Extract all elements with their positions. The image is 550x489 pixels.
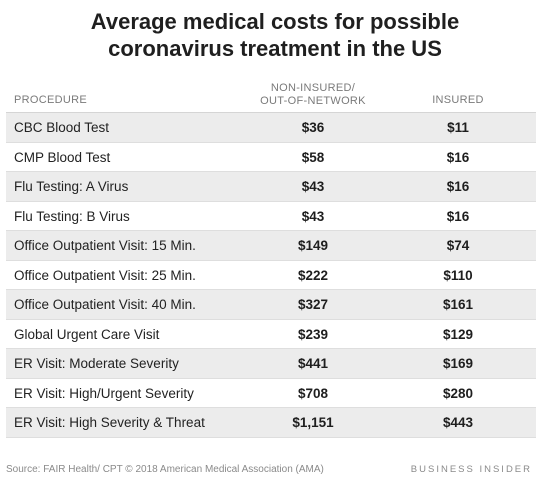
- non-insured-cost-cell: $36: [301, 120, 325, 135]
- insured-cost-cell: $110: [443, 267, 473, 283]
- table-row: Office Outpatient Visit: 40 Min. $327 $161: [6, 290, 536, 320]
- procedure-cell: Flu Testing: B Virus: [14, 208, 130, 224]
- non-insured-cost-cell: $43: [301, 179, 325, 194]
- non-insured-cost-cell: $58: [301, 149, 325, 165]
- header-procedure: PROCEDURE: [14, 94, 87, 106]
- header-non-insured-line-1: NON-INSURED/: [270, 82, 356, 94]
- table-row: CMP Blood Test $58 $16: [6, 143, 536, 172]
- procedure-cell: Office Outpatient Visit: 15 Min.: [14, 238, 196, 253]
- table-row: Flu Testing: B Virus $43 $16: [6, 202, 536, 231]
- non-insured-cost-cell: $149: [297, 238, 329, 253]
- non-insured-cost-cell: $1,151: [292, 415, 334, 430]
- header-insured: INSURED: [432, 94, 484, 106]
- insured-cost-cell: $161: [442, 297, 474, 312]
- insured-cost-cell: $280: [442, 385, 474, 401]
- title-line-1: Average medical costs for possible: [90, 9, 460, 34]
- procedure-cell: CBC Blood Test: [14, 120, 110, 135]
- footer: Source: FAIR Health/ CPT © 2018 American…: [6, 462, 536, 478]
- title-line-2: coronavirus treatment in the US: [108, 36, 442, 61]
- source-note: Source: FAIR Health/ CPT © 2018 American…: [6, 464, 324, 475]
- insured-cost-cell: $129: [442, 326, 474, 342]
- insured-cost-cell: $11: [447, 120, 469, 135]
- non-insured-cost-cell: $43: [301, 208, 325, 224]
- table-row: CBC Blood Test $36 $11: [6, 113, 536, 143]
- insured-cost-cell: $16: [446, 179, 470, 194]
- insured-cost-cell: $16: [446, 208, 470, 224]
- table-row: Flu Testing: A Virus $43 $16: [6, 172, 536, 202]
- non-insured-cost-cell: $708: [297, 385, 329, 401]
- procedure-cell: ER Visit: High Severity & Threat: [14, 415, 205, 430]
- non-insured-cost-cell: $441: [297, 356, 329, 371]
- non-insured-cost-cell: $222: [297, 267, 329, 283]
- procedure-cell: ER Visit: High/Urgent Severity: [14, 385, 194, 401]
- insured-cost-cell: $169: [442, 356, 474, 371]
- table-row: Office Outpatient Visit: 15 Min. $149 $74: [6, 231, 536, 261]
- non-insured-cost-cell: $327: [297, 297, 329, 312]
- chart-title: Average medical costs for possible coron…: [0, 8, 550, 62]
- insured-cost-cell: $443: [442, 415, 474, 430]
- insured-cost-cell: $74: [446, 238, 470, 253]
- table-row: ER Visit: Moderate Severity $441 $169: [6, 349, 536, 379]
- non-insured-cost-cell: $239: [297, 326, 329, 342]
- table-body: CBC Blood Test $36 $11 CMP Blood Test $58 $16…: [6, 113, 536, 438]
- insured-cost-cell: $16: [446, 149, 470, 165]
- procedure-cell: ER Visit: Moderate Severity: [14, 356, 179, 371]
- header-non-insured-line-2: OUT-OF-NETWORK: [260, 95, 366, 107]
- procedure-cell: Global Urgent Care Visit: [14, 326, 160, 342]
- header-non-insured: NON-INSURED/ OUT-OF-NETWORK: [238, 82, 388, 108]
- procedure-cell: Office Outpatient Visit: 40 Min.: [14, 297, 196, 312]
- table-row: ER Visit: High Severity & Threat $1,151 $4…: [6, 408, 536, 438]
- table-row: Office Outpatient Visit: 25 Min. $222 $110: [6, 261, 536, 290]
- brand-logo: BUSINESS INSIDER: [410, 464, 532, 475]
- procedure-cell: CMP Blood Test: [14, 149, 111, 165]
- table-row: ER Visit: High/Urgent Severity $708 $280: [6, 379, 536, 408]
- procedure-cell: Flu Testing: A Virus: [14, 179, 129, 194]
- table-header: PROCEDURE NON-INSURED/ OUT-OF-NETWORK IN…: [6, 80, 536, 113]
- table-row: Global Urgent Care Visit $239 $129: [6, 320, 536, 349]
- procedure-cell: Office Outpatient Visit: 25 Min.: [14, 267, 196, 283]
